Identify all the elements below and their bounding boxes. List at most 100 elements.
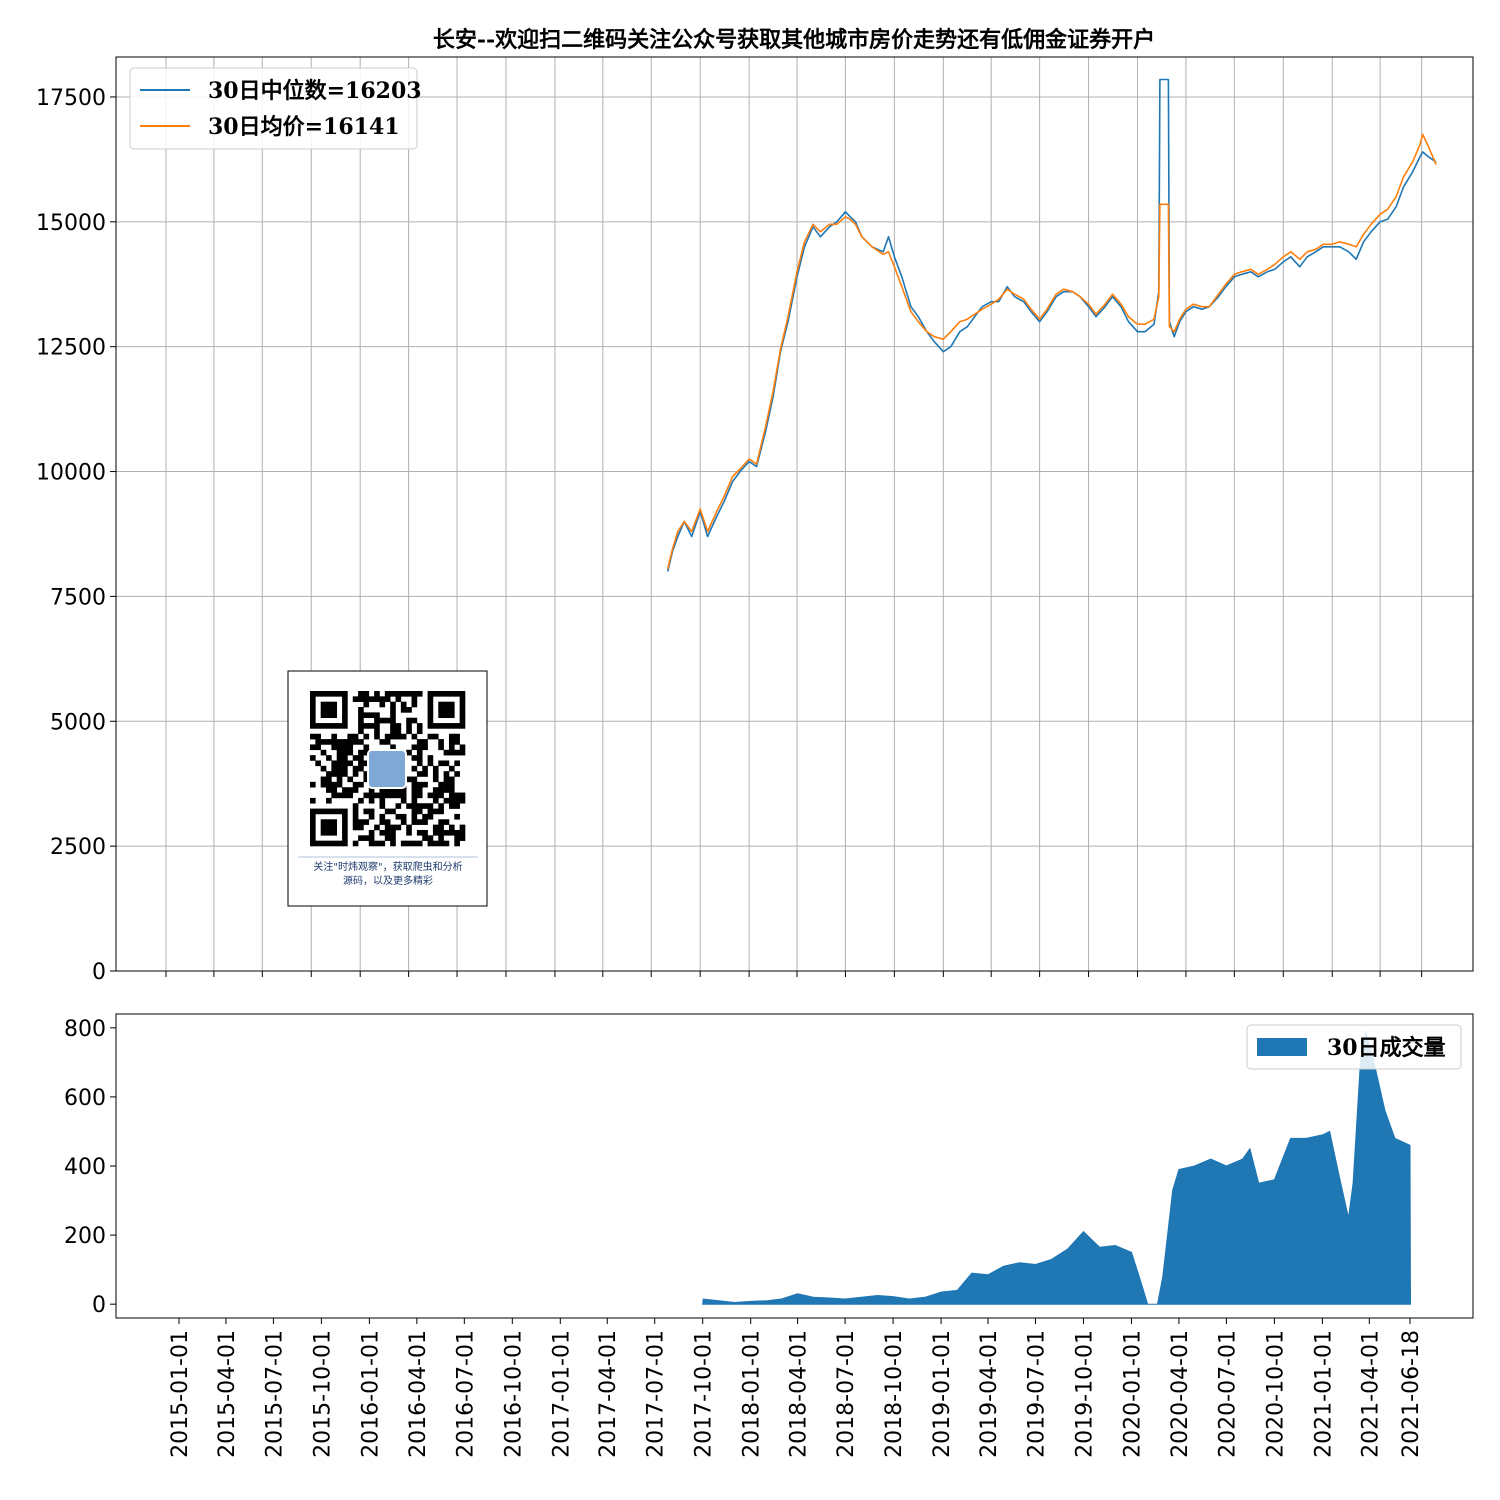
qr-module bbox=[320, 701, 327, 708]
qr-module bbox=[368, 723, 375, 729]
qr-module bbox=[411, 701, 418, 708]
qr-module bbox=[454, 760, 460, 767]
qr-module bbox=[326, 781, 332, 788]
qr-module bbox=[374, 712, 380, 719]
qr-module bbox=[438, 739, 444, 745]
qr-module bbox=[459, 717, 466, 724]
qr-module bbox=[416, 771, 423, 777]
qr-module bbox=[390, 787, 396, 793]
volume-area-0 bbox=[702, 1031, 1412, 1305]
qr-module bbox=[336, 691, 343, 697]
qr-module bbox=[374, 733, 380, 740]
qr-module bbox=[331, 733, 338, 740]
qr-module bbox=[358, 728, 364, 735]
qr-module bbox=[390, 792, 396, 799]
qr-module bbox=[400, 733, 407, 740]
qr-module bbox=[384, 829, 391, 836]
bottom-ytick-label-4: 800 bbox=[64, 1017, 106, 1042]
qr-module bbox=[438, 712, 444, 719]
qr-module bbox=[347, 792, 354, 799]
qr-module bbox=[331, 701, 338, 708]
qr-module bbox=[331, 765, 338, 772]
qr-module bbox=[320, 840, 327, 847]
qr-module bbox=[331, 808, 338, 815]
qr-module bbox=[448, 701, 455, 708]
qr-module bbox=[432, 808, 439, 815]
qr-module bbox=[331, 712, 338, 719]
qr-module bbox=[331, 760, 338, 767]
qr-module bbox=[315, 840, 321, 847]
qr-module bbox=[379, 813, 386, 820]
qr-module bbox=[342, 840, 348, 847]
qr-module bbox=[416, 803, 423, 809]
qr-module bbox=[310, 691, 316, 697]
qr-module bbox=[438, 835, 444, 841]
qr-module bbox=[454, 835, 460, 841]
qr-module bbox=[448, 749, 455, 756]
qr-module bbox=[374, 824, 380, 831]
qr-module bbox=[422, 829, 428, 836]
qr-module bbox=[448, 829, 455, 836]
qr-module bbox=[438, 787, 444, 793]
qr-module bbox=[448, 765, 455, 772]
qr-module bbox=[326, 840, 332, 847]
qr-module bbox=[342, 749, 348, 756]
qr-module bbox=[358, 781, 364, 788]
qr-module bbox=[326, 723, 332, 729]
qr-module bbox=[427, 755, 434, 761]
qr-module bbox=[459, 712, 466, 719]
qr-module bbox=[406, 829, 412, 836]
qr-module bbox=[454, 813, 460, 820]
top-y-ticks: 0 2500 5000 7500 10000 12500 15000 17500 bbox=[36, 86, 116, 985]
qr-module bbox=[363, 776, 370, 783]
qr-module bbox=[406, 728, 412, 735]
qr-module bbox=[320, 723, 327, 729]
qr-module bbox=[427, 835, 434, 841]
qr-module bbox=[347, 744, 354, 751]
qr-module bbox=[416, 829, 423, 836]
qr-module bbox=[395, 813, 402, 820]
qr-module bbox=[390, 733, 396, 740]
xtick-label-14: 2018-07-01 bbox=[834, 1330, 859, 1458]
qr-module bbox=[352, 755, 359, 761]
qr-module bbox=[342, 792, 348, 799]
qr-module bbox=[368, 712, 375, 719]
qr-module bbox=[390, 701, 396, 708]
qr-module bbox=[363, 723, 370, 729]
qr-module bbox=[454, 739, 460, 745]
qr-module bbox=[411, 792, 418, 799]
xtick-label-3: 2015-10-01 bbox=[310, 1330, 335, 1458]
qr-module bbox=[422, 813, 428, 820]
legend-label-volume: 30日成交量 bbox=[1327, 1035, 1446, 1061]
qr-module bbox=[352, 824, 359, 831]
qr-module bbox=[379, 787, 386, 793]
qr-module bbox=[400, 691, 407, 697]
qr-module bbox=[326, 819, 332, 825]
qr-module bbox=[358, 755, 364, 761]
qr-module bbox=[395, 733, 402, 740]
qr-module bbox=[448, 723, 455, 729]
qr-module bbox=[438, 781, 444, 788]
qr-module bbox=[416, 808, 423, 815]
xtick-label-2: 2015-07-01 bbox=[262, 1330, 287, 1458]
qr-module bbox=[438, 723, 444, 729]
xtick-label-11: 2017-10-01 bbox=[692, 1330, 717, 1458]
qr-module bbox=[406, 776, 412, 783]
qr-module bbox=[342, 771, 348, 777]
xtick-label-19: 2019-10-01 bbox=[1073, 1330, 1098, 1458]
qr-module bbox=[363, 744, 370, 751]
qr-module bbox=[384, 835, 391, 841]
qr-module bbox=[411, 696, 418, 702]
bottom-legend: 30日成交量 bbox=[1246, 1024, 1462, 1070]
qr-module bbox=[448, 744, 455, 751]
qr-module bbox=[400, 787, 407, 793]
qr-module bbox=[411, 765, 418, 772]
qr-module bbox=[427, 813, 434, 820]
qr-module bbox=[342, 819, 348, 825]
qr-module bbox=[331, 819, 338, 825]
xtick-label-12: 2018-01-01 bbox=[740, 1330, 765, 1458]
qr-module bbox=[310, 707, 316, 713]
qr-module bbox=[336, 792, 343, 799]
qr-module bbox=[459, 835, 466, 841]
xtick-label-4: 2016-01-01 bbox=[358, 1330, 383, 1458]
